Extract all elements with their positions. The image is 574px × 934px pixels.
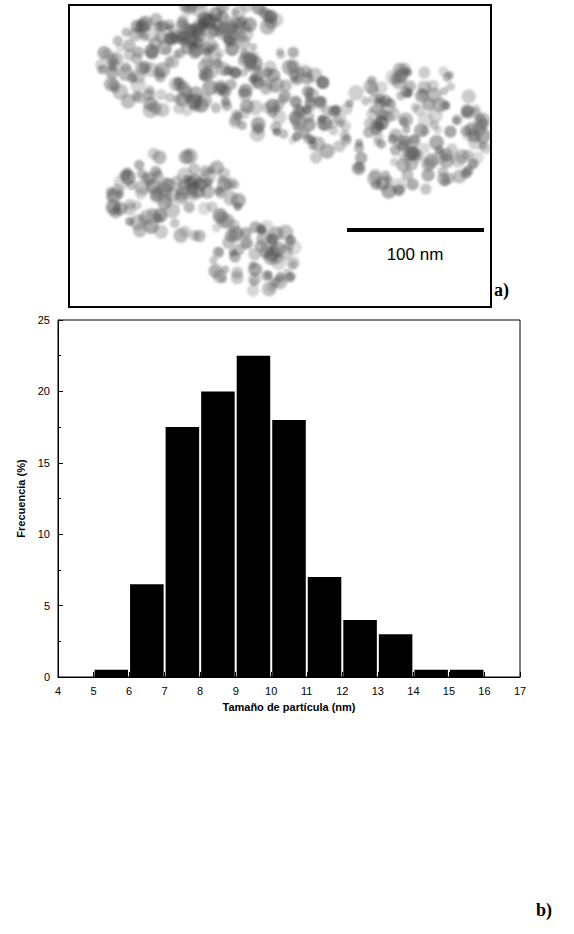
html-text:b): b) [536,900,552,920]
svg-text:9: 9 [233,685,239,697]
svg-text:12: 12 [336,685,348,697]
svg-text:100 nm: 100 nm [387,245,444,264]
svg-text:25: 25 [38,314,50,326]
svg-text:10: 10 [265,685,277,697]
svg-text:7: 7 [162,685,168,697]
svg-text:10: 10 [38,528,50,540]
svg-text:6: 6 [126,685,132,697]
svg-text:11: 11 [301,685,312,697]
svg-text:15: 15 [443,685,455,697]
svg-text:20: 20 [38,385,50,397]
svg-text:5: 5 [90,685,96,697]
html-text:a): a) [494,280,509,300]
svg-text:4: 4 [55,685,61,697]
svg-text:14: 14 [407,685,419,697]
svg-text:15: 15 [38,457,50,469]
svg-text:17: 17 [514,685,526,697]
svg-text:0: 0 [44,671,50,683]
svg-text:16: 16 [478,685,490,697]
svg-text:Tamaño de partícula (nm): Tamaño de partícula (nm) [222,701,355,713]
svg-text:Frecuencia (%): Frecuencia (%) [15,459,27,538]
svg-text:8: 8 [197,685,203,697]
svg-text:5: 5 [44,600,50,612]
svg-text:13: 13 [372,685,384,697]
